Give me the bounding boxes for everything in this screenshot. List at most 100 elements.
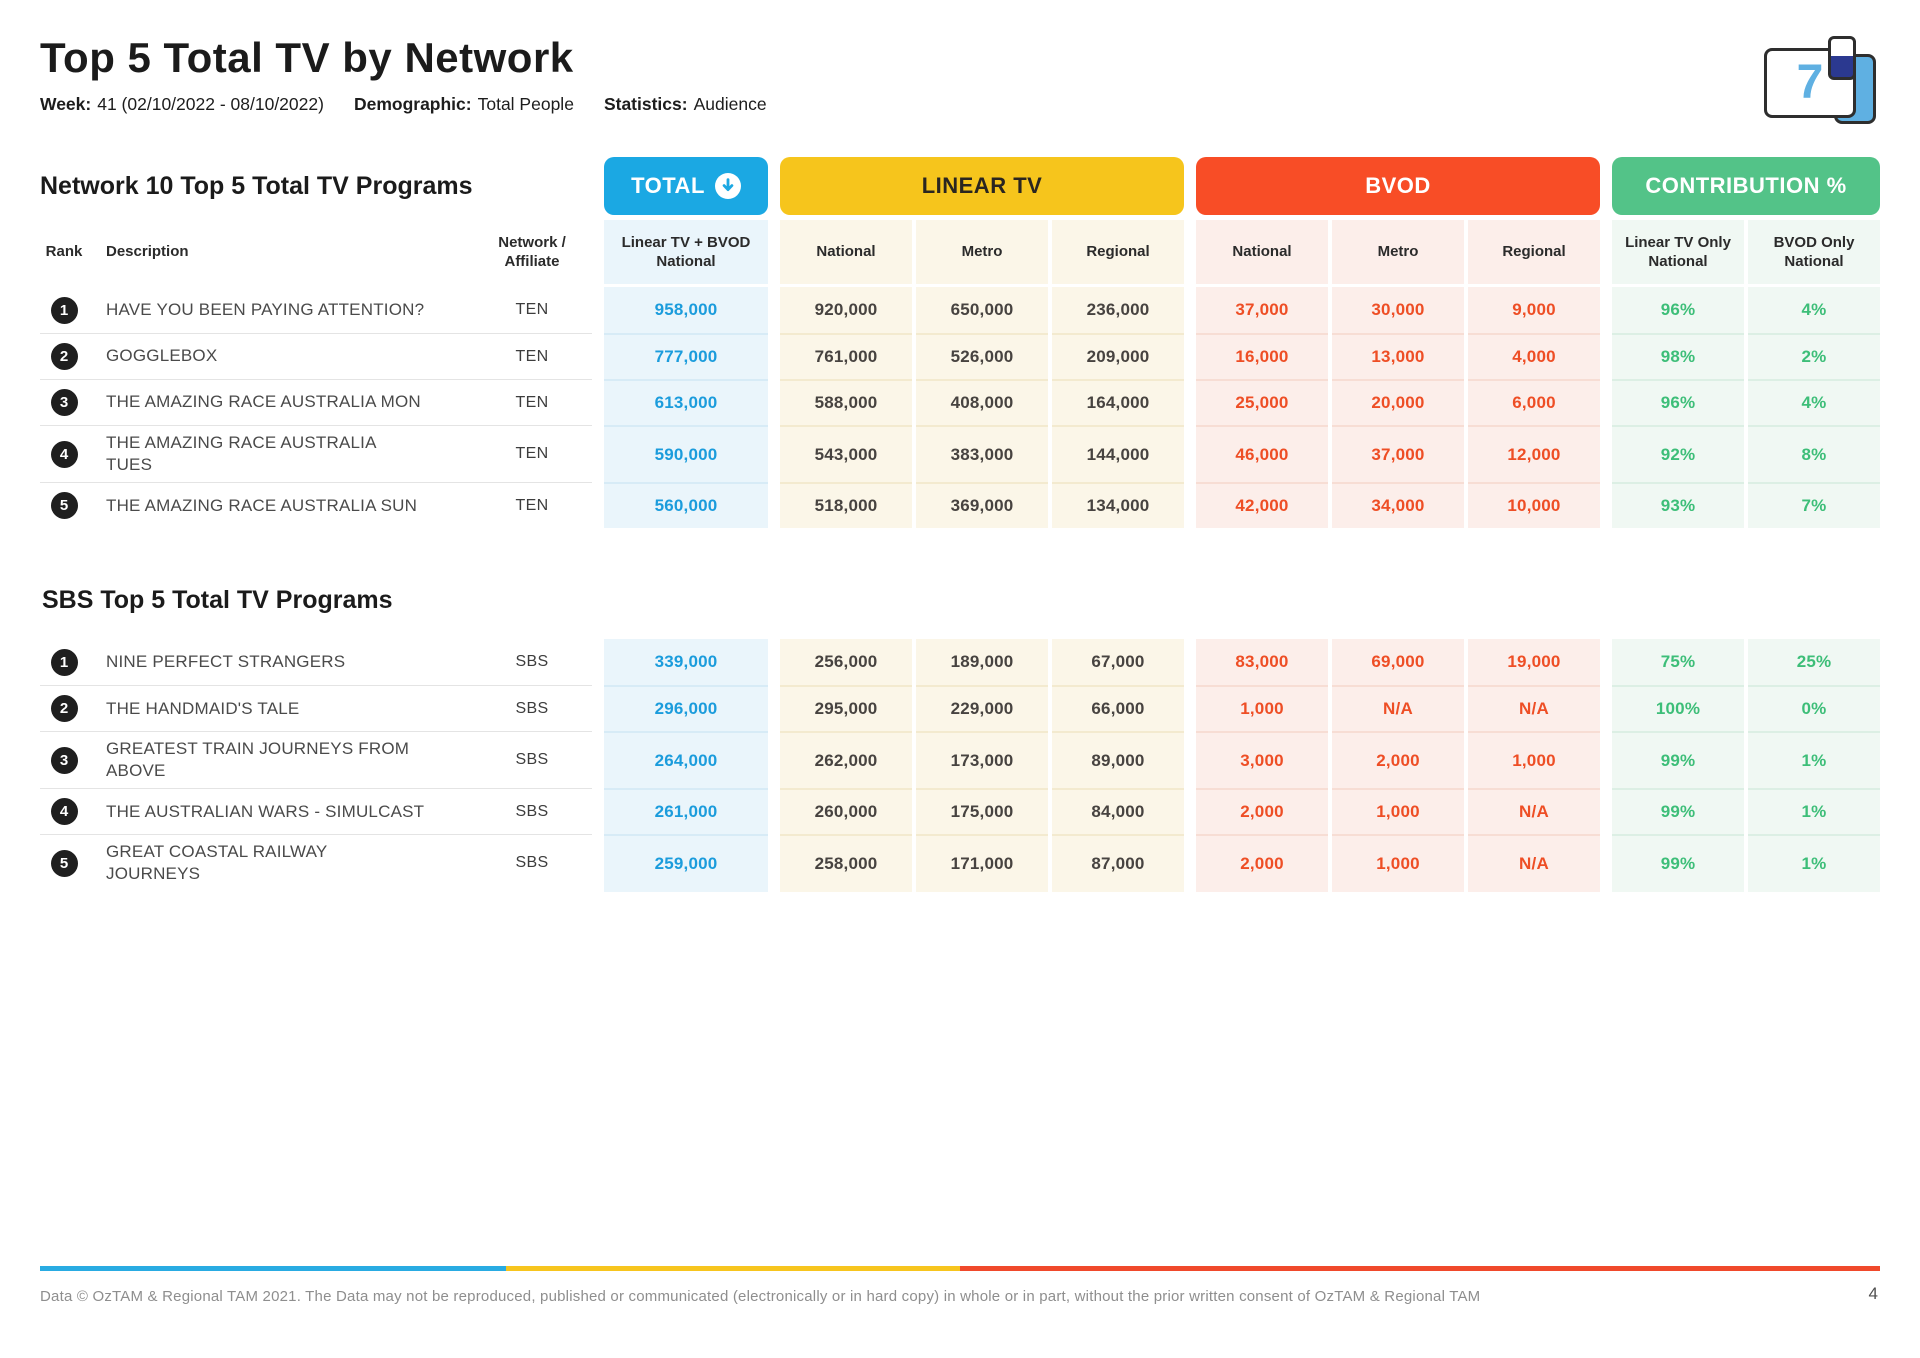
column-group-header-band: Network 10 Top 5 Total TV Programs TOTAL… bbox=[40, 157, 1880, 215]
column-header-linear-national: National bbox=[780, 220, 912, 284]
linear-tv-metro-value: 383,000 bbox=[916, 425, 1048, 483]
column-header-total-national: Linear TV + BVOD National bbox=[604, 220, 768, 284]
linear-tv-only-contribution: 99% bbox=[1612, 731, 1744, 789]
week-value: 41 (02/10/2022 - 08/10/2022) bbox=[97, 94, 324, 114]
rank-cell: 4 bbox=[40, 788, 88, 834]
bvod-regional-value: N/A bbox=[1468, 685, 1600, 732]
total-value: 339,000 bbox=[604, 639, 768, 686]
linear-tv-regional-value: 66,000 bbox=[1052, 685, 1184, 732]
rank-cell: 4 bbox=[40, 425, 88, 482]
bvod-metro-value: 30,000 bbox=[1332, 287, 1464, 333]
group-header-total: TOTAL bbox=[604, 157, 768, 215]
network-affiliate: TEN bbox=[515, 301, 549, 318]
sbs-table-rows: 1 NINE PERFECT STRANGERS SBS 339,000 256,000… bbox=[40, 639, 1880, 892]
rank-cell: 2 bbox=[40, 685, 88, 731]
linear-tv-metro-value: 408,000 bbox=[916, 379, 1048, 425]
table-row: 1 NINE PERFECT STRANGERS SBS 339,000 256,000… bbox=[40, 639, 1880, 686]
bvod-regional-value: 12,000 bbox=[1468, 425, 1600, 483]
statistics-meta: Statistics: Audience bbox=[604, 94, 767, 115]
table-row: 2 GOGGLEBOX TEN 777,000 761,000 526,000 209,00… bbox=[40, 333, 1880, 379]
linear-tv-national-value: 262,000 bbox=[780, 731, 912, 789]
linear-tv-only-contribution: 92% bbox=[1612, 425, 1744, 483]
bvod-only-contribution: 0% bbox=[1748, 685, 1880, 732]
linear-tv-regional-value: 89,000 bbox=[1052, 731, 1184, 789]
bvod-only-contribution: 7% bbox=[1748, 482, 1880, 529]
rank-cell: 5 bbox=[40, 834, 88, 891]
network-affiliate: SBS bbox=[472, 685, 592, 731]
network-affiliate: SBS bbox=[472, 731, 592, 788]
bvod-national-value: 46,000 bbox=[1196, 425, 1328, 483]
column-header-network-affiliate: Network / Affiliate bbox=[498, 233, 566, 271]
network-affiliate: SBS bbox=[515, 653, 549, 671]
table-section-title: SBS Top 5 Total TV Programs bbox=[42, 586, 393, 615]
linear-tv-national-value: 761,000 bbox=[780, 333, 912, 379]
column-header-rank: Rank bbox=[45, 243, 83, 261]
network-affiliate: SBS bbox=[472, 834, 592, 891]
logo-digit: 7 bbox=[1796, 56, 1824, 109]
bvod-only-contribution: 4% bbox=[1748, 287, 1880, 333]
bvod-metro-value: N/A bbox=[1332, 685, 1464, 732]
rank-badge: 2 bbox=[50, 343, 78, 370]
bvod-metro-value: 20,000 bbox=[1332, 379, 1464, 425]
bvod-only-contribution: 1% bbox=[1748, 788, 1880, 835]
linear-tv-only-contribution: 93% bbox=[1612, 482, 1744, 529]
bvod-only-contribution: 4% bbox=[1748, 379, 1880, 425]
table-row: 1 HAVE YOU BEEN PAYING ATTENTION? TEN 958,0… bbox=[40, 287, 1880, 333]
linear-tv-national-value: 920,000 bbox=[780, 287, 912, 333]
rank-badge: 3 bbox=[50, 389, 78, 416]
table-row: 3 THE AMAZING RACE AUSTRALIA MON TEN 613,00… bbox=[40, 379, 1880, 425]
linear-tv-metro-value: 650,000 bbox=[916, 287, 1048, 333]
bvod-national-value: 2,000 bbox=[1196, 834, 1328, 892]
report-meta: Week: 41 (02/10/2022 - 08/10/2022) Demogr… bbox=[40, 94, 1880, 115]
bvod-regional-value: N/A bbox=[1468, 834, 1600, 892]
rank-badge: 2 bbox=[50, 695, 78, 723]
bvod-metro-value: 37,000 bbox=[1332, 425, 1464, 483]
network10-table-rows: 1 HAVE YOU BEEN PAYING ATTENTION? TEN 958,0… bbox=[40, 287, 1880, 529]
linear-tv-metro-value: 173,000 bbox=[916, 731, 1048, 789]
bvod-regional-value: 10,000 bbox=[1468, 482, 1600, 529]
column-header-bvod-national: National bbox=[1196, 220, 1328, 284]
table-row: 5 THE AMAZING RACE AUSTRALIA SUN TEN 560,00… bbox=[40, 482, 1880, 529]
linear-tv-metro-value: 171,000 bbox=[916, 834, 1048, 892]
bvod-only-contribution: 1% bbox=[1748, 731, 1880, 789]
linear-tv-only-contribution: 99% bbox=[1612, 834, 1744, 892]
bvod-national-value: 83,000 bbox=[1196, 639, 1328, 686]
total-tv-logo: 7 bbox=[1750, 34, 1890, 139]
program-description: THE AMAZING RACE AUSTRALIA MON bbox=[88, 379, 472, 425]
bvod-only-contribution: 1% bbox=[1748, 834, 1880, 892]
rank-cell: 3 bbox=[40, 731, 88, 788]
linear-tv-metro-value: 189,000 bbox=[916, 639, 1048, 686]
linear-tv-regional-value: 164,000 bbox=[1052, 379, 1184, 425]
divider-yellow-segment bbox=[505, 1266, 960, 1271]
table-row: 3 GREATEST TRAIN JOURNEYS FROM ABOVE SBS 26… bbox=[40, 731, 1880, 789]
rank-badge: 1 bbox=[50, 648, 78, 676]
linear-tv-national-value: 518,000 bbox=[780, 482, 912, 529]
rank-badge: 1 bbox=[50, 296, 78, 324]
network-affiliate: TEN bbox=[472, 333, 592, 379]
bvod-regional-value: 1,000 bbox=[1468, 731, 1600, 789]
total-value: 777,000 bbox=[604, 333, 768, 379]
bvod-metro-value: 1,000 bbox=[1332, 834, 1464, 892]
rank-badge: 3 bbox=[50, 746, 78, 774]
linear-tv-only-contribution: 99% bbox=[1612, 788, 1744, 835]
table-row: 5 GREAT COASTAL RAILWAY JOURNEYS SBS 259,00… bbox=[40, 834, 1880, 892]
rank-cell: 1 bbox=[40, 639, 88, 685]
total-value: 264,000 bbox=[604, 731, 768, 789]
network-affiliate: TEN bbox=[472, 482, 592, 528]
table-row: 2 THE HANDMAID'S TALE SBS 296,000 295,000 229… bbox=[40, 685, 1880, 732]
rank-badge: 4 bbox=[50, 798, 78, 826]
bvod-regional-value: 4,000 bbox=[1468, 333, 1600, 379]
report-page: Top 5 Total TV by Network Week: 41 (02/10… bbox=[40, 0, 1880, 892]
phone-icon bbox=[1828, 36, 1856, 80]
linear-tv-regional-value: 209,000 bbox=[1052, 333, 1184, 379]
total-value: 259,000 bbox=[604, 834, 768, 892]
bvod-metro-value: 34,000 bbox=[1332, 482, 1464, 529]
bvod-national-value: 42,000 bbox=[1196, 482, 1328, 529]
linear-tv-national-value: 588,000 bbox=[780, 379, 912, 425]
page-title: Top 5 Total TV by Network bbox=[40, 34, 574, 81]
group-header-linear-tv: LINEAR TV bbox=[780, 157, 1184, 215]
bvod-regional-value: N/A bbox=[1468, 788, 1600, 835]
divider-blue-segment bbox=[40, 1266, 506, 1271]
group-header-bvod: BVOD bbox=[1196, 157, 1600, 215]
linear-tv-national-value: 295,000 bbox=[780, 685, 912, 732]
